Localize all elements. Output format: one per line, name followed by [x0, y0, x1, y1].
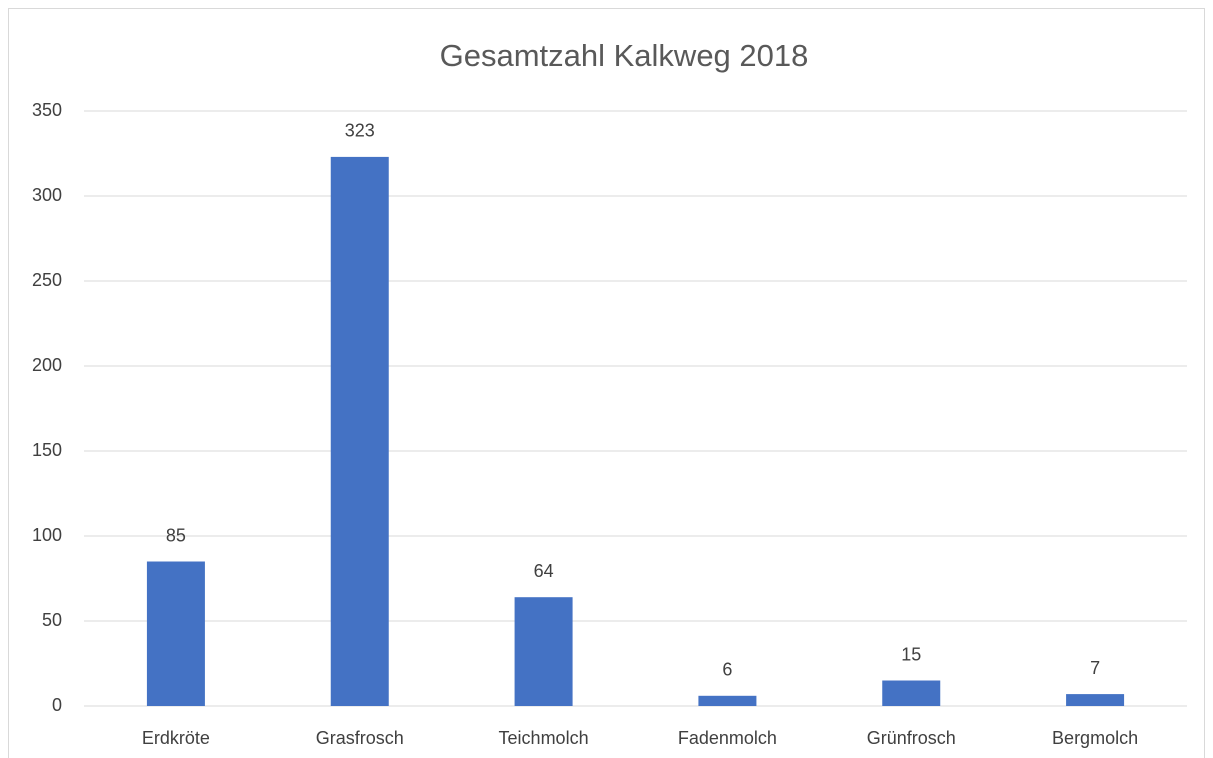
y-tick-label: 200	[32, 355, 62, 375]
data-label: 64	[534, 561, 554, 581]
bar	[146, 561, 205, 706]
bar	[1066, 694, 1125, 706]
y-tick-label: 150	[32, 440, 62, 460]
x-tick-label: Teichmolch	[499, 728, 589, 748]
chart-border	[8, 8, 1205, 758]
data-label: 323	[345, 121, 375, 141]
data-label: 6	[722, 660, 732, 680]
x-tick-label: Fadenmolch	[678, 728, 777, 748]
data-label: 85	[166, 525, 186, 545]
y-tick-label: 350	[32, 100, 62, 120]
chart-title: Gesamtzahl Kalkweg 2018	[440, 38, 809, 73]
x-tick-label: Grünfrosch	[867, 728, 956, 748]
bar	[698, 695, 757, 706]
y-tick-label: 250	[32, 270, 62, 290]
x-tick-label: Bergmolch	[1052, 728, 1138, 748]
data-label: 7	[1090, 658, 1100, 678]
data-label: 15	[901, 644, 921, 664]
x-tick-label: Erdkröte	[142, 728, 210, 748]
y-tick-label: 50	[42, 610, 62, 630]
y-tick-label: 0	[52, 695, 62, 715]
y-tick-label: 100	[32, 525, 62, 545]
bar	[330, 156, 389, 706]
y-tick-label: 300	[32, 185, 62, 205]
bar	[882, 680, 941, 706]
x-tick-label: Grasfrosch	[316, 728, 404, 748]
bar	[514, 597, 573, 706]
